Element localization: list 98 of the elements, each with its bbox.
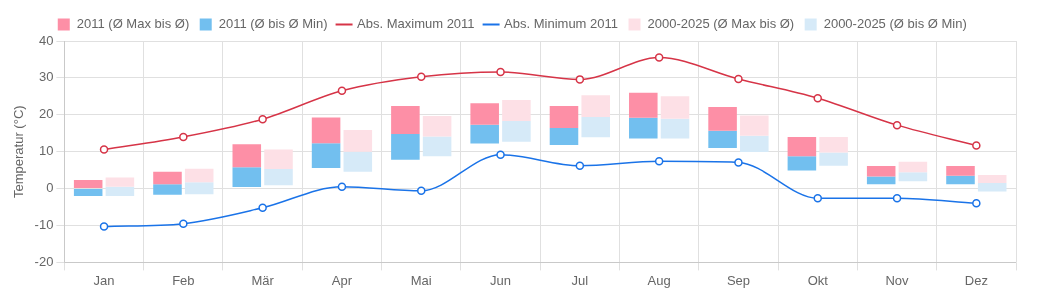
point [337,182,347,192]
bar [470,103,499,125]
x-tick-label: Apr [331,272,353,288]
bar [105,186,135,196]
x-tick-label: Mär [251,272,275,288]
bar [502,121,531,142]
x-tick-label: Nov [885,272,910,288]
point [99,145,109,154]
point [416,186,426,196]
x-tick-label: Mai [410,272,432,288]
point [99,222,109,231]
bar [581,95,610,118]
point [258,203,267,213]
bar [787,136,817,157]
point [892,120,902,130]
legend-label: 2000-2025 (Ø bis Ø Min) [823,16,967,32]
bar [660,118,690,139]
bar [232,144,262,168]
point [258,114,267,124]
bar [73,180,103,189]
bar [422,136,452,157]
point [813,93,822,103]
point [496,150,505,159]
bar [740,135,769,153]
legend-label: 2000-2025 (Ø Max bis Ø) [647,16,795,32]
bar [787,156,817,171]
bar [866,176,896,185]
bar [629,92,658,118]
bar [502,100,531,122]
x-tick-label: Dez [964,272,988,288]
bar [977,174,1007,184]
bar [153,171,182,185]
point [972,141,981,150]
bar [898,172,928,182]
bar [311,143,341,168]
bar [153,184,182,195]
legend-label: Abs. Maximum 2011 [357,16,475,32]
legend-label: 2011 (Ø Max bis Ø) [76,16,190,32]
y-tick-label: 30 [38,69,54,85]
legend-label: Abs. Minimum 2011 [504,16,619,32]
point [496,67,505,77]
x-tick-label: Jul [571,272,589,288]
bar [184,168,214,183]
bar [740,115,769,136]
bar [264,169,293,186]
point [813,193,822,203]
bar [660,96,690,119]
legend-label: 2011 (Ø bis Ø Min) [218,16,328,32]
bar [184,182,214,195]
bar [422,115,452,137]
point [734,74,743,84]
y-tick-label: 0 [46,180,54,196]
point [654,157,664,166]
bar [343,129,373,152]
bar [819,152,848,166]
bar [946,175,975,185]
y-axis-title: Temperatur (°C) [11,105,27,198]
bar [629,117,658,139]
bar [73,189,103,196]
x-tick-label: Sep [726,272,751,288]
x-tick-label: Jun [490,272,512,288]
bar [232,167,262,188]
point [654,53,664,62]
y-tick-label: -20 [34,253,54,269]
bar [708,107,737,131]
y-tick-label: 20 [38,106,54,122]
point [179,132,188,142]
y-tick-label: 40 [38,32,54,48]
point [416,72,426,82]
bar [549,128,579,146]
y-tick-label: 10 [38,143,54,159]
x-tick-label: Okt [807,272,829,288]
x-tick-label: Feb [172,272,195,288]
bar [549,105,579,129]
x-tick-label: Aug [647,272,671,288]
point [892,193,902,203]
bar [581,117,610,138]
point [337,86,347,96]
point [179,219,188,228]
bar [391,105,420,134]
point [972,199,981,208]
y-tick-label: -10 [34,217,54,233]
bar [708,130,737,149]
bar [977,183,1007,192]
bar [946,166,975,176]
point [575,161,585,170]
point [575,75,585,84]
bar [105,177,135,187]
bar [343,151,373,172]
bar [391,133,420,160]
bar [470,124,499,144]
point [734,158,743,167]
bar [898,161,928,173]
x-tick-label: Jan [93,272,115,288]
bar [264,149,293,170]
bar [819,136,848,153]
bar [866,166,896,177]
bar [311,117,341,144]
